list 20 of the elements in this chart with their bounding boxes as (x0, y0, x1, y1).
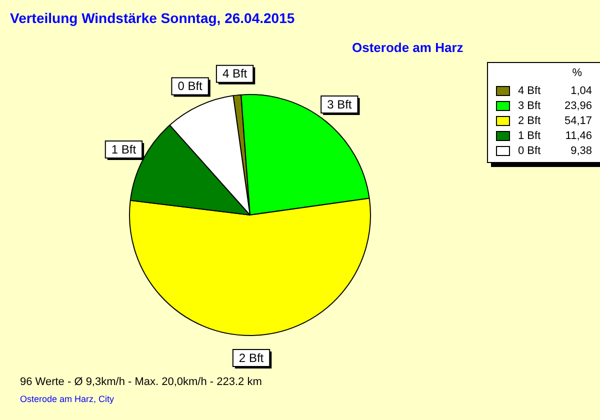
slice-label: 4 Bft (222, 66, 248, 81)
legend-label: 1 Bft (518, 130, 542, 142)
slice-label: 1 Bft (111, 142, 137, 156)
text: 96 Werte - Ø 9,3km/h - Max. 20,0km/h - 223.2 km (20, 376, 262, 388)
legend-label: 2 Bft (518, 114, 542, 126)
legend-label: 4 Bft (518, 84, 542, 96)
data-label: 23,96 (563, 100, 592, 112)
slice-label: 0 Bft (178, 79, 204, 94)
legend-title: % (571, 67, 583, 81)
slice-label: 2 Bft (238, 350, 264, 365)
data-label: 1,04 (570, 84, 592, 96)
chart-subtitle: Osterode am Harz (352, 40, 464, 55)
legend-label: 0 Bft (518, 144, 542, 156)
slice-label: 3 Bft (327, 97, 352, 112)
data-label: 54,17 (563, 114, 592, 126)
text: Osterode am Harz, City (20, 394, 116, 404)
data-label: 11,46 (564, 130, 592, 142)
legend-label: 3 Bft (518, 100, 542, 112)
data-label: 9,38 (570, 144, 592, 156)
chart-title: Verteilung Windstärke Sonntag, 26.04.2015 (10, 10, 295, 26)
